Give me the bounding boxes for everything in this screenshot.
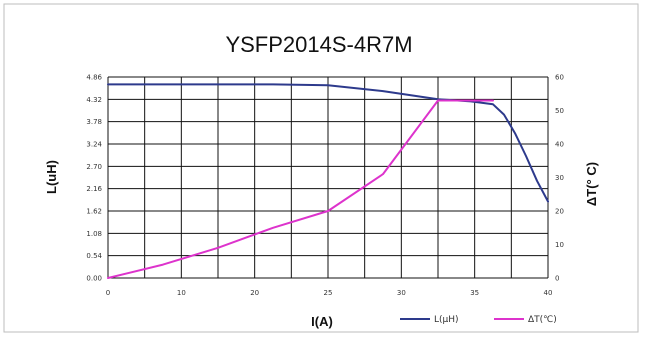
- temperature-line: [107, 99, 494, 279]
- y-left-tick-label: 0.54: [86, 252, 102, 260]
- legend-label-inductance: L(μH): [434, 315, 459, 325]
- y-axis-label-left: L(uH): [44, 160, 59, 194]
- y-right-tick-label: 20: [555, 208, 564, 216]
- y-right-tick-label: 30: [555, 174, 564, 182]
- chart-title: YSFP2014S-4R7M: [225, 32, 412, 57]
- x-tick-label: 30: [397, 289, 406, 297]
- x-tick-label: 20: [250, 289, 259, 297]
- y-left-tick-label: 2.16: [86, 185, 102, 193]
- legend-label-temperature: ΔT(℃): [528, 315, 557, 325]
- x-axis-label: I(A): [311, 314, 333, 329]
- y-left-tick-label: 1.08: [86, 230, 102, 238]
- y-left-tick-label: 3.78: [86, 118, 102, 126]
- x-tick-label: 0: [106, 289, 110, 297]
- x-tick-label: 10: [177, 289, 186, 297]
- y-left-tick-label: 4.86: [86, 74, 102, 82]
- y-right-tick-label: 0: [555, 275, 559, 283]
- y-right-tick-label: 40: [555, 141, 564, 149]
- x-tick-label: 35: [470, 289, 479, 297]
- y-axis-label-right: ΔT(° C): [584, 162, 599, 206]
- y-right-tick-label: 50: [555, 107, 564, 115]
- y-left-tick-label: 2.70: [86, 163, 102, 171]
- x-tick-label: 40: [544, 289, 553, 297]
- y-left-tick-label: 4.32: [86, 96, 102, 104]
- y-left-tick-label: 1.62: [86, 208, 102, 216]
- legend: L(μH) ΔT(℃): [400, 315, 557, 325]
- x-tick-label: 25: [324, 289, 333, 297]
- y-right-tick-label: 10: [555, 241, 564, 249]
- y-left-tick-label: 3.24: [86, 141, 102, 149]
- y-left-tick-label: 0.00: [86, 275, 102, 283]
- y-right-tick-label: 60: [555, 74, 564, 82]
- plot-area: 0 10 20 25 30 35 40 0.00 0.54 1.08 1.62 2.16 2.70 3.2…: [86, 74, 564, 298]
